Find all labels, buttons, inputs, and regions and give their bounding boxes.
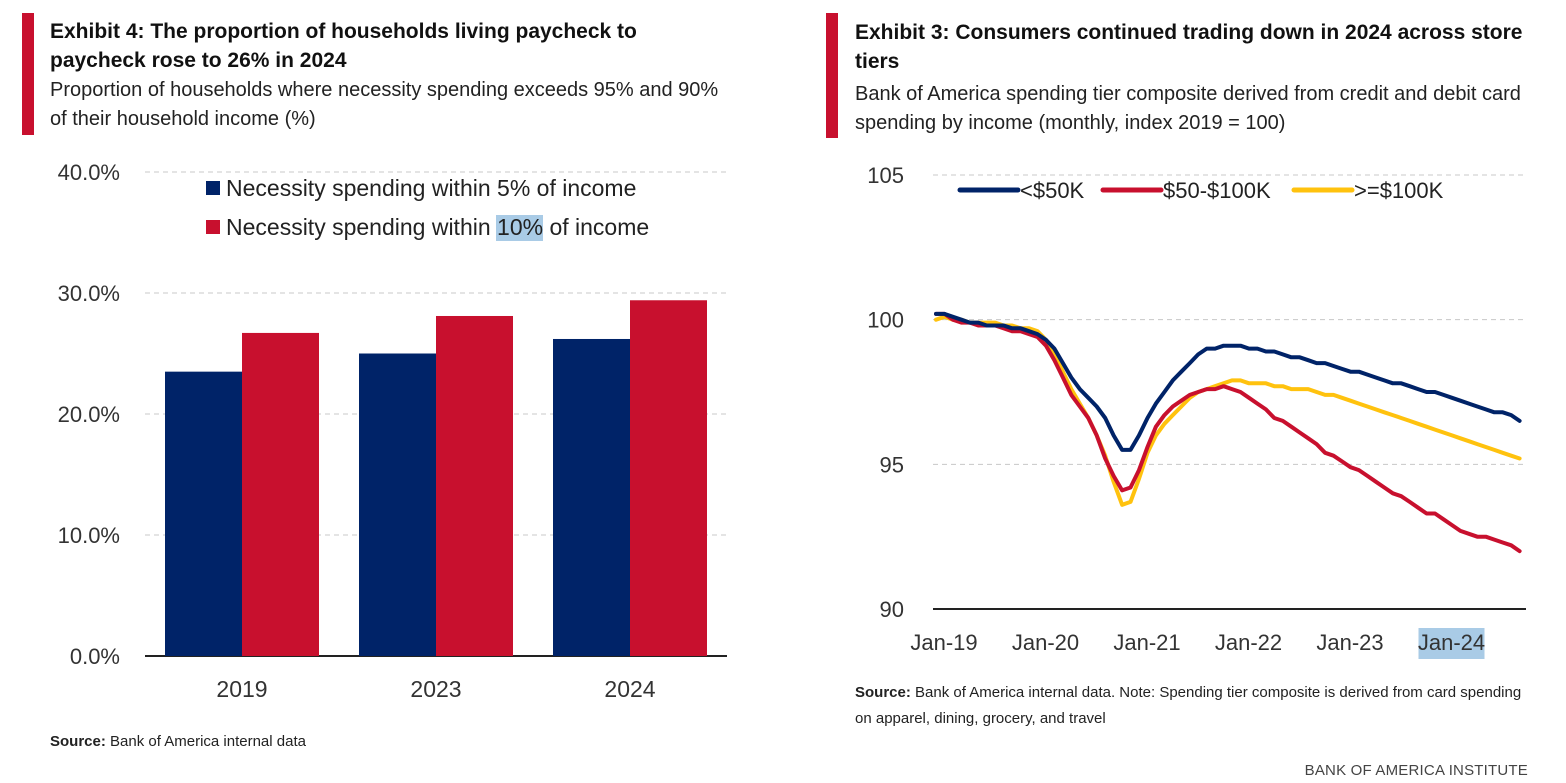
right-source-label: Source: [855,684,911,701]
y-tick-label: 20.0% [58,402,120,427]
bar [359,353,436,656]
x-tick-label: Jan-19 [910,630,977,655]
y-tick-label: 30.0% [58,281,120,306]
x-tick-label: Jan-22 [1215,630,1282,655]
bar [436,315,513,656]
left-accent-bar [22,13,34,135]
right-accent-bar [826,13,838,138]
left-source: Source: Bank of America internal data [50,729,306,755]
x-tick-label: 2023 [410,676,461,702]
bar [553,338,630,656]
legend-label: Necessity spending within 10% of income [226,214,649,240]
x-tick-label: Jan-23 [1316,630,1383,655]
x-tick-label: 2024 [604,676,655,702]
y-tick-label: 100 [867,308,904,333]
legend-swatch [206,220,220,234]
right-source: Source: Bank of America internal data. N… [855,680,1535,732]
y-tick-label: 40.0% [58,160,120,185]
selection-highlight [496,215,543,241]
left-source-text: Bank of America internal data [105,733,306,750]
right-chart-subtitle: Bank of America spending tier composite … [855,83,1521,134]
bar [630,300,707,656]
footer-brand: BANK OF AMERICA INSTITUTE [1304,762,1528,779]
legend-label: Necessity spending within 5% of income [226,175,636,201]
y-tick-label: 10.0% [58,523,120,548]
series-line [934,311,1522,452]
y-tick-label: 95 [880,452,904,477]
legend-label: $50-$100K [1163,178,1271,203]
legend-label: <$50K [1020,178,1085,203]
left-chart-title: Exhibit 4: The proportion of households … [50,20,637,72]
x-tick-label: Jan-21 [1113,630,1180,655]
bar [165,371,242,656]
bar [242,332,319,656]
x-tick-label: Jan-24 [1418,630,1485,655]
selection-highlight [1418,628,1485,659]
left-chart-subtitle: Proportion of households where necessity… [50,79,719,130]
bar-chart: 0.0% 10.0% 20.0% 30.0% 40.0% 2019 2023 2024 Ne… [58,160,727,702]
y-tick-label: 90 [880,597,904,622]
right-chart-title: Exhibit 3: Consumers continued trading d… [855,21,1523,73]
right-source-text: Bank of America internal data. Note: Spe… [855,684,1522,727]
x-tick-label: Jan-20 [1012,630,1079,655]
legend-swatch [206,181,220,195]
legend-label: >=$100K [1354,178,1444,203]
y-tick-label: 0.0% [70,644,120,669]
line-chart: 90 95 100 105 Jan-19 Jan-20 Jan-21 Jan-22 Jan-2… [867,163,1526,659]
series-line [934,314,1522,507]
y-tick-label: 105 [867,163,904,188]
x-tick-label: 2019 [216,676,267,702]
series-line [934,311,1522,554]
left-source-label: Source: [50,733,106,750]
